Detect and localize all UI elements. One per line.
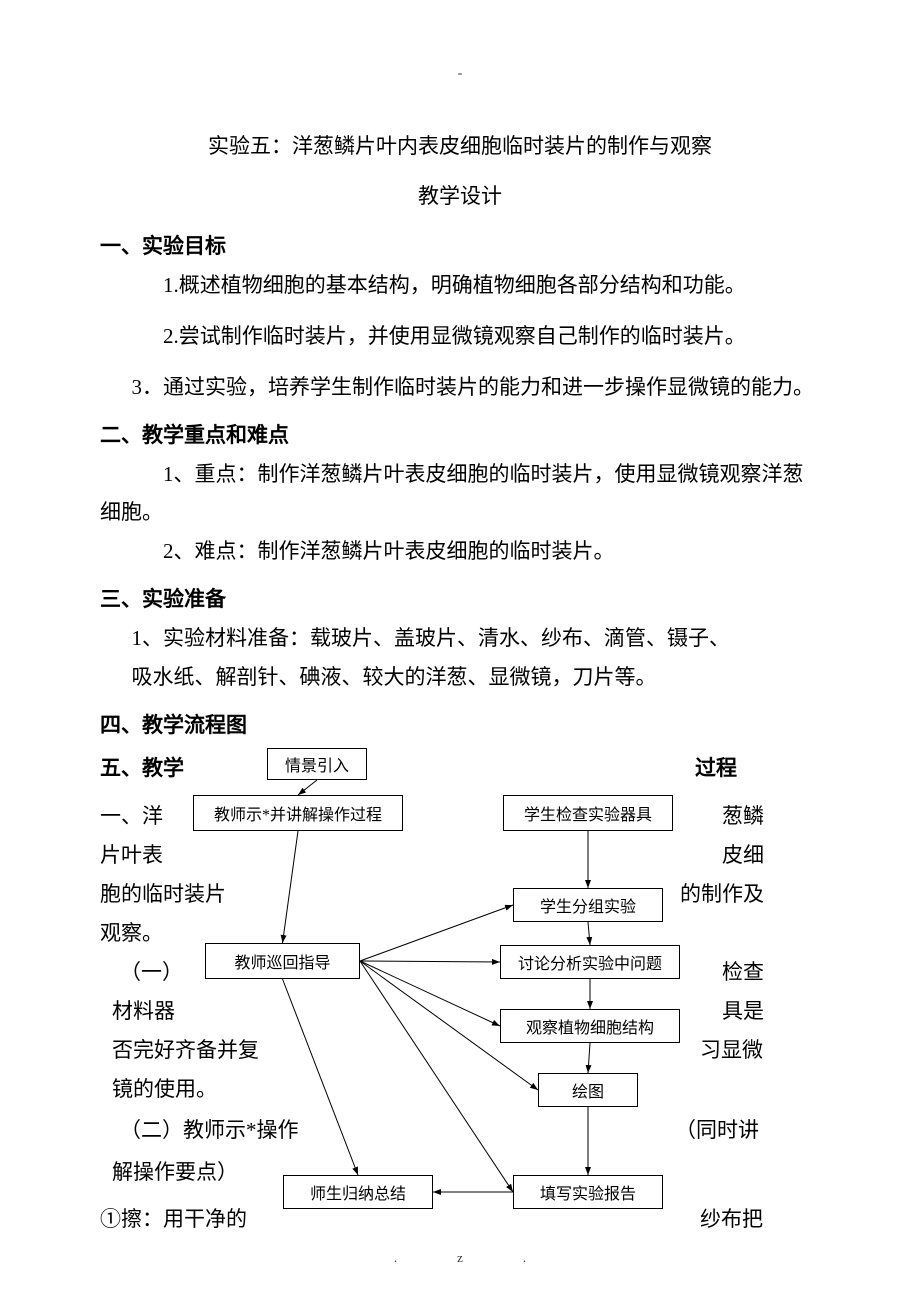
sec4-heading: 四、教学流程图 [100,709,820,739]
wrap-l11b: 纱布把 [700,1200,763,1239]
wrap-l10a: 解操作要点） [112,1153,238,1192]
flow-node-report: 填写实验报告 [513,1175,663,1209]
spacer [100,305,820,317]
flow-node-teacher-demo: 教师示*并讲解操作过程 [193,795,403,831]
flow-area: 五、教学 过程 一、洋 葱鳞 片叶表 皮细 胞的临时装片 的制作及 观察。 （一… [100,745,820,1240]
wrap-l7a: 否完好齐备并复 [112,1031,259,1070]
wrap-l3b: 的制作及 [680,875,764,914]
sec1-heading: 一、实验目标 [100,230,820,260]
doc-title: 实验五：洋葱鳞片叶内表皮细胞临时装片的制作与观察 [100,130,820,160]
wrap-l7b: 习显微 [700,1031,763,1070]
flow-node-observe: 观察植物细胞结构 [500,1009,680,1043]
wrap-l11a: ①擦：用干净的 [100,1200,247,1239]
wrap-l3a: 胞的临时装片 [100,875,226,914]
doc-subtitle: 教学设计 [100,180,820,210]
flow-node-check-tools: 学生检查实验器具 [503,795,673,831]
sec2-p1: 1、重点：制作洋葱鳞片叶表皮细胞的临时装片，使用显微镜观察洋葱细胞。 [100,455,820,533]
flow-node-discuss: 讨论分析实验中问题 [500,945,680,979]
sec1-p3: 3．通过实验，培养学生制作临时装片的能力和进一步操作显微镜的能力。 [100,368,820,407]
flow-node-intro: 情景引入 [267,748,367,780]
sec1-p1: 1.概述植物细胞的基本结构，明确植物细胞各部分结构和功能。 [100,266,820,305]
sec3-heading: 三、实验准备 [100,583,820,613]
wrap-l5a: （一） [120,953,183,992]
wrap-l8a: 镜的使用。 [112,1070,217,1109]
sec2-p2: 2、难点：制作洋葱鳞片叶表皮细胞的临时装片。 [100,532,820,571]
sec2-heading: 二、教学重点和难点 [100,419,820,449]
wrap-l9b: （同时讲 [675,1111,759,1150]
flow-node-group-exp: 学生分组实验 [513,888,663,922]
wrap-l6b: 具是 [722,992,764,1031]
wrap-l4a: 观察。 [100,914,163,953]
wrap-l5b: 检查 [722,953,764,992]
sec5-heading-left: 五、教学 [100,749,184,788]
page-footer: .z. [0,1250,920,1266]
page: - 实验五：洋葱鳞片叶内表皮细胞临时装片的制作与观察 教学设计 一、实验目标 1… [0,0,920,1302]
wrap-l1a: 一、洋 [100,797,163,836]
sec1-p2: 2.尝试制作临时装片，并使用显微镜观察自己制作的临时装片。 [100,317,820,356]
sec5-heading-right: 过程 [695,749,737,788]
flow-node-teacher-guide: 教师巡回指导 [205,943,360,979]
wrap-l2a: 片叶表 [100,836,163,875]
spacer [100,356,820,368]
wrap-l9a: （二）教师示*操作 [120,1111,299,1150]
flow-node-summary: 师生归纳总结 [283,1175,433,1209]
sec3-p2: 吸水纸、解剖针、碘液、较大的洋葱、显微镜，刀片等。 [100,658,820,697]
flow-node-draw: 绘图 [538,1073,638,1107]
wrap-l6a: 材料器 [112,992,175,1031]
wrap-l1b: 葱鳞 [722,797,764,836]
sec3-p1: 1、实验材料准备：载玻片、盖玻片、清水、纱布、滴管、镊子、 [100,619,820,658]
wrap-l2b: 皮细 [722,836,764,875]
top-dash: - [458,66,463,82]
